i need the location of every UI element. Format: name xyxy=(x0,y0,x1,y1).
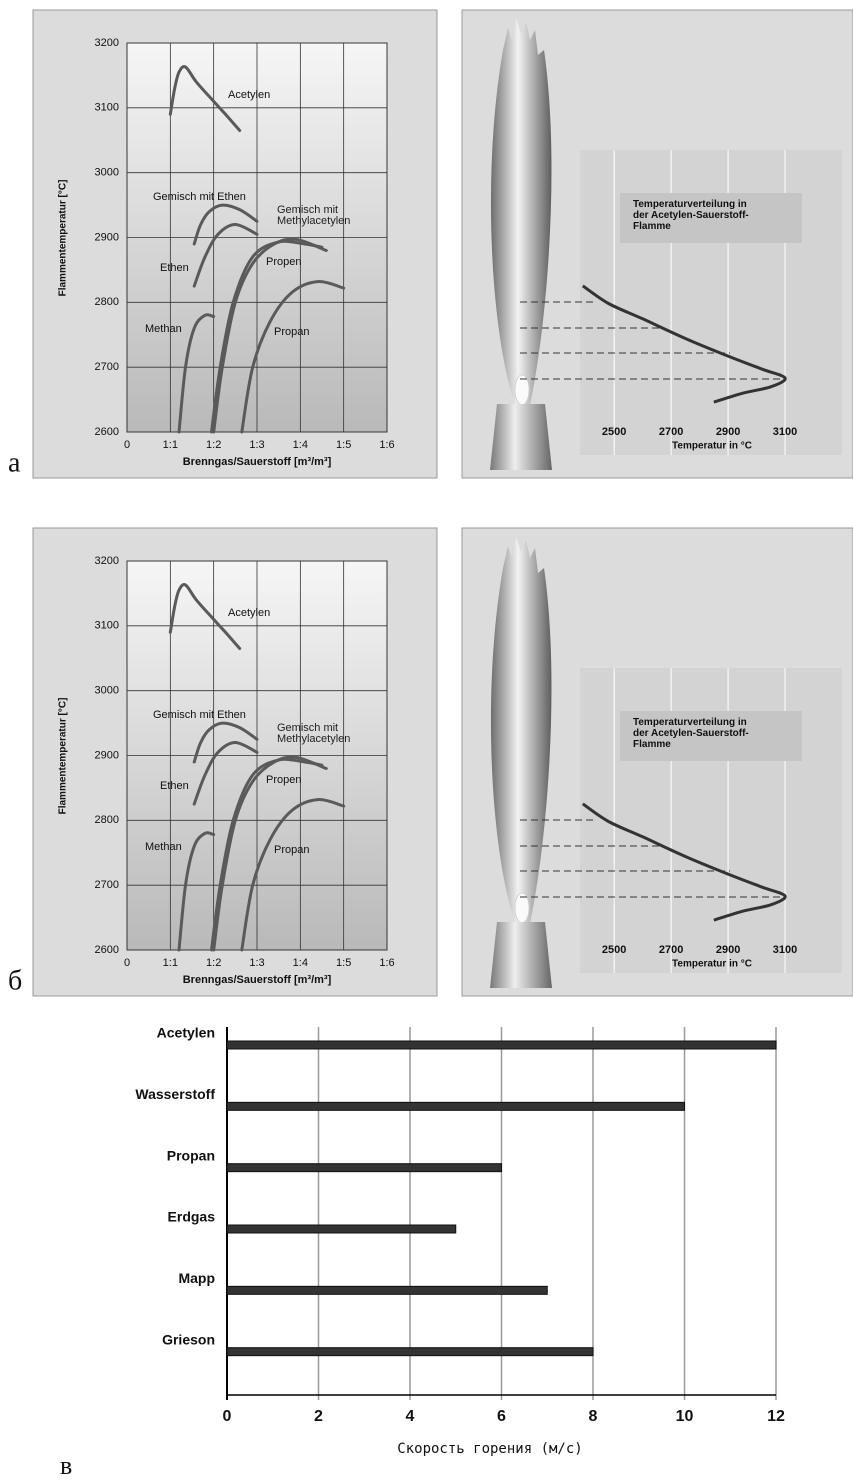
x-tick-label: 1:2 xyxy=(206,439,221,451)
x-tick-label: 12 xyxy=(767,1408,785,1425)
x-tick-label: 2 xyxy=(314,1408,323,1425)
x-tick-label: 4 xyxy=(406,1408,415,1425)
series-label: Methan xyxy=(145,323,182,335)
panel-label: а xyxy=(8,447,21,478)
x-tick-label: 1:6 xyxy=(379,957,394,969)
y-tick-label: Erdgas xyxy=(168,1209,216,1225)
x-axis-title: Brenngas/Sauerstoff [m³/m³] xyxy=(183,456,332,468)
x-tick-label: 1:5 xyxy=(336,439,351,451)
series-label: Propan xyxy=(274,844,309,856)
y-tick-label: 2600 xyxy=(95,426,119,438)
y-tick-label: Wasserstoff xyxy=(135,1086,215,1102)
x-tick-label: 8 xyxy=(589,1408,598,1425)
x-tick-label: 1:2 xyxy=(206,957,221,969)
y-tick-label: 3200 xyxy=(95,555,119,567)
y-tick-label: 3100 xyxy=(95,620,119,632)
y-axis-title: Flammentemperatur [°C] xyxy=(58,698,69,815)
bar xyxy=(227,1102,685,1110)
x-tick-label: 1:4 xyxy=(293,957,308,969)
y-tick-label: 2700 xyxy=(95,361,119,373)
series-label: Acetylen xyxy=(228,89,270,101)
y-tick-label: Grieson xyxy=(162,1331,215,1347)
bar xyxy=(227,1041,776,1049)
x-tick-label: 2900 xyxy=(716,426,740,438)
y-tick-label: Propan xyxy=(167,1147,215,1163)
figure: 01:11:21:31:41:51:6260027002800290030003… xyxy=(0,0,853,1481)
y-axis-title: Flammentemperatur [°C] xyxy=(58,180,69,297)
x-tick-label: 2500 xyxy=(602,426,626,438)
series-label: Propen xyxy=(266,256,301,268)
series-label: Gemisch mit Ethen xyxy=(153,709,246,721)
panel-label: б xyxy=(8,965,22,996)
x-tick-label: 3100 xyxy=(773,944,797,956)
x-axis-title: Скорость горения (м/с) xyxy=(397,1441,582,1457)
x-tick-label: 1:1 xyxy=(163,957,178,969)
nozzle xyxy=(490,922,552,988)
x-tick-label: 3100 xyxy=(773,426,797,438)
nozzle xyxy=(490,404,552,470)
y-tick-label: Mapp xyxy=(178,1270,215,1286)
x-tick-label: 10 xyxy=(676,1408,694,1425)
series-label: Gemisch mit Methylacetylen xyxy=(277,205,367,227)
x-tick-label: 1:1 xyxy=(163,439,178,451)
series-label: Propen xyxy=(266,774,301,786)
y-tick-label: 2700 xyxy=(95,879,119,891)
chart-title-box: Temperaturverteilung in der Acetylen-Sau… xyxy=(633,717,758,757)
chart-title-box: Temperaturverteilung in der Acetylen-Sau… xyxy=(633,199,758,239)
y-tick-label: Acetylen xyxy=(157,1025,215,1041)
series-label-box: Gemisch mit Methylacetylen xyxy=(277,723,367,749)
x-tick-label: 1:5 xyxy=(336,957,351,969)
bar xyxy=(227,1286,547,1294)
bar xyxy=(227,1164,502,1172)
y-tick-label: 3000 xyxy=(95,685,119,697)
series-label: Acetylen xyxy=(228,607,270,619)
x-tick-label: 6 xyxy=(497,1408,506,1425)
series-label: Gemisch mit Methylacetylen xyxy=(277,723,367,745)
x-tick-label: 2700 xyxy=(659,944,683,956)
y-tick-label: 2800 xyxy=(95,814,119,826)
series-label: Propan xyxy=(274,326,309,338)
series-label: Gemisch mit Ethen xyxy=(153,191,246,203)
x-tick-label: 2900 xyxy=(716,944,740,956)
series-label-box: Gemisch mit Methylacetylen xyxy=(277,205,367,231)
y-tick-label: 3100 xyxy=(95,102,119,114)
y-tick-label: 2800 xyxy=(95,296,119,308)
y-tick-label: 3000 xyxy=(95,167,119,179)
x-tick-label: 1:4 xyxy=(293,439,308,451)
x-tick-label: 0 xyxy=(124,957,130,969)
series-label: Ethen xyxy=(160,780,189,792)
x-axis-title: Temperatur in °C xyxy=(672,959,752,970)
y-tick-label: 3200 xyxy=(95,37,119,49)
series-label: Ethen xyxy=(160,262,189,274)
y-tick-label: 2600 xyxy=(95,944,119,956)
panel-label: в xyxy=(60,1451,72,1480)
x-tick-label: 2700 xyxy=(659,426,683,438)
x-tick-label: 0 xyxy=(223,1408,232,1425)
bar xyxy=(227,1225,456,1233)
x-axis-title: Brenngas/Sauerstoff [m³/m³] xyxy=(183,974,332,986)
x-axis-title: Temperatur in °C xyxy=(672,441,752,452)
x-tick-label: 2500 xyxy=(602,944,626,956)
x-tick-label: 1:6 xyxy=(379,439,394,451)
x-tick-label: 0 xyxy=(124,439,130,451)
y-tick-label: 2900 xyxy=(95,749,119,761)
x-tick-label: 1:3 xyxy=(249,957,264,969)
x-tick-label: 1:3 xyxy=(249,439,264,451)
chart-title: Temperaturverteilung in der Acetylen-Sau… xyxy=(633,717,758,750)
bar xyxy=(227,1348,593,1356)
series-label: Methan xyxy=(145,841,182,853)
y-tick-label: 2900 xyxy=(95,231,119,243)
chart-title: Temperaturverteilung in der Acetylen-Sau… xyxy=(633,199,758,232)
